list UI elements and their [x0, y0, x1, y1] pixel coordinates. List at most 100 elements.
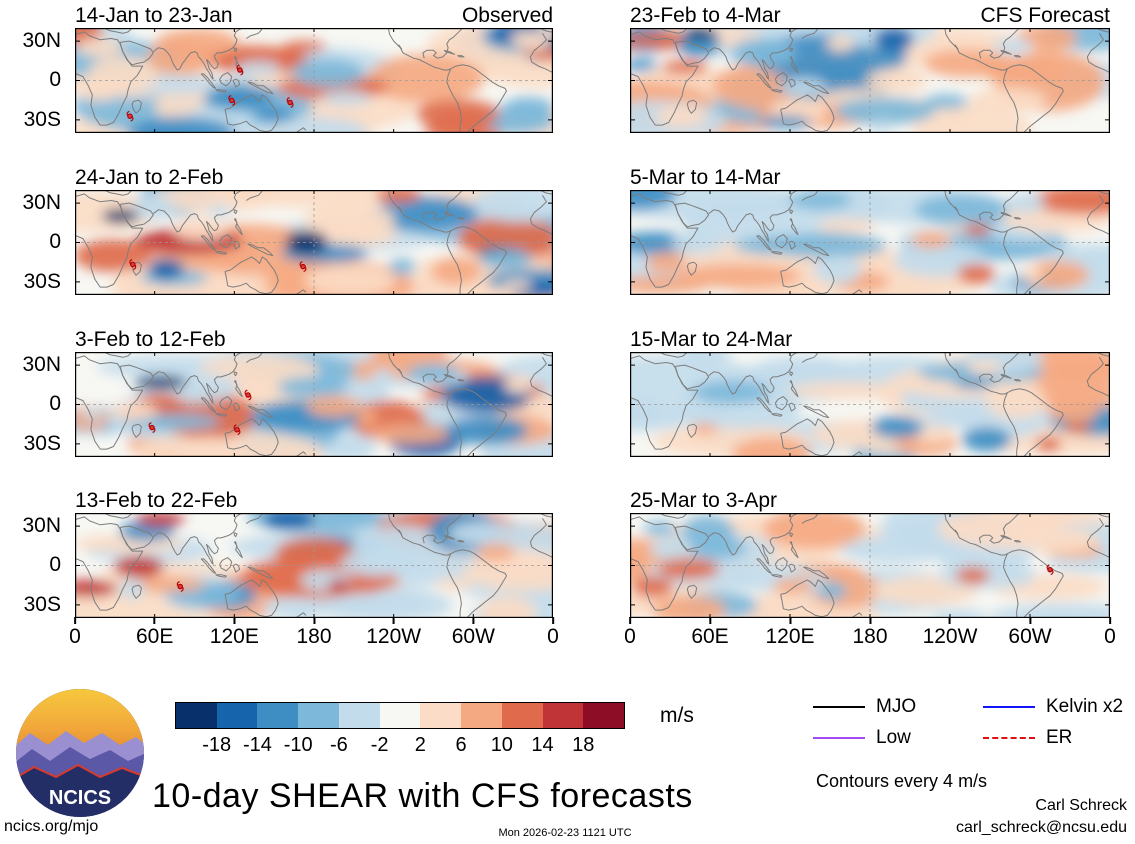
x-tick-label: 0 — [1104, 625, 1116, 648]
shear-map — [630, 352, 1110, 457]
tropical-cyclone-marker — [176, 581, 184, 592]
panel-observed-1: 14-Jan to 23-Jan Observed 30N 0 30S — [22, 3, 553, 133]
legend-item-mjo: MJO — [813, 696, 983, 718]
tropical-cyclone-marker — [1046, 564, 1054, 576]
legend-item-kelvin: Kelvin x2 — [983, 696, 1135, 718]
x-tick-label: 60E — [135, 625, 174, 648]
shear-map — [75, 28, 553, 133]
site-url: ncics.org/mjo — [4, 818, 99, 835]
colorbar-unit: m/s — [660, 704, 694, 727]
colorbar-segment — [257, 703, 299, 728]
y-axis-labels: 30N 0 30S — [11, 28, 69, 133]
x-tick-label: 120E — [765, 625, 815, 648]
panel-observed-2: 24-Jan to 2-Feb 30N 0 30S — [22, 165, 553, 295]
tropical-cyclone-marker — [236, 64, 244, 76]
x-tick-label: 180 — [296, 625, 332, 648]
x-tick-label: 120W — [366, 625, 422, 648]
x-tick-label: 180 — [852, 625, 888, 648]
colorbar-tick-label: -6 — [330, 734, 348, 756]
shear-map — [630, 513, 1110, 618]
colorbar-segment — [338, 703, 380, 728]
x-tick-label: 60W — [1008, 625, 1052, 648]
x-tick-label: 60E — [691, 625, 729, 648]
panel-forecast-4: 25-Mar to 3-Apr — [630, 488, 1110, 618]
shear-map — [75, 513, 553, 618]
credit-name: Carl Schreck — [1035, 797, 1127, 814]
tropical-cyclone-marker — [286, 97, 294, 108]
logo-text: NCICS — [49, 787, 111, 809]
credit-email: carl_schreck@ncsu.edu — [956, 819, 1127, 836]
legend-label: MJO — [876, 696, 917, 717]
colorbar-segment — [216, 703, 258, 728]
shear-map — [75, 352, 553, 457]
colorbar-segment — [542, 703, 584, 728]
low-line-sample — [813, 737, 865, 739]
colorbar-segment — [461, 703, 502, 728]
legend-label: ER — [1046, 727, 1073, 748]
y-tick-label: 0 — [49, 230, 61, 253]
colorbar-segment — [501, 703, 543, 728]
y-axis-labels: 30N 0 30S — [11, 513, 69, 618]
forecast-header: CFS Forecast — [980, 4, 1110, 27]
y-tick-label: 30S — [23, 270, 61, 293]
y-tick-label: 30S — [23, 108, 61, 131]
colorbar-tick-label: -18 — [202, 734, 232, 756]
shear-map — [75, 190, 553, 295]
y-axis-labels: 30N 0 30S — [11, 190, 69, 295]
panel-title: 13-Feb to 22-Feb — [75, 489, 238, 512]
shear-map — [630, 28, 1110, 133]
y-tick-label: 30S — [23, 432, 61, 455]
panel-title: 3-Feb to 12-Feb — [75, 328, 226, 351]
colorbar-tick-label: 2 — [414, 734, 426, 756]
x-tick-label: 60W — [451, 625, 495, 648]
x-tick-label: 0 — [547, 625, 559, 648]
tropical-cyclone-marker — [299, 261, 307, 272]
colorbar-tick-label: -14 — [243, 734, 272, 756]
mjo-line-sample — [813, 706, 865, 708]
y-tick-label: 0 — [49, 392, 61, 415]
y-tick-label: 30N — [22, 514, 61, 537]
tropical-cyclone-marker — [148, 422, 156, 433]
panel-forecast-2: 5-Mar to 14-Mar — [630, 165, 1110, 295]
colorbar-tick-label: 14 — [531, 734, 554, 756]
panel-observed-4: 13-Feb to 22-Feb 30N 0 30S — [22, 488, 553, 618]
ncics-logo: NCICS — [16, 689, 144, 817]
y-tick-label: 0 — [49, 553, 61, 576]
colorbar-segment — [420, 703, 462, 728]
colorbar-tick-label: -10 — [283, 734, 313, 756]
y-tick-label: 30N — [22, 29, 61, 52]
panel-title: 14-Jan to 23-Jan — [75, 4, 233, 27]
x-axis-observed: 0 60E 120E 180 120W 60W 0 — [69, 617, 559, 655]
x-tick-label: 0 — [69, 625, 81, 648]
tropical-cyclone-marker — [233, 424, 241, 436]
colorbar-tick-label: -2 — [370, 734, 389, 756]
legend: MJO Kelvin x2 Low ER — [813, 696, 1135, 749]
y-axis-labels: 30N 0 30S — [11, 352, 69, 457]
kelvin-line-sample — [983, 706, 1035, 708]
legend-label: Low — [876, 727, 911, 748]
panel-forecast-1: 23-Feb to 4-Mar CFS Forecast — [630, 3, 1110, 133]
observed-header: Observed — [461, 4, 553, 27]
colorbar-segment — [298, 703, 339, 728]
legend-item-low: Low — [813, 727, 983, 749]
y-tick-label: 30N — [22, 353, 61, 376]
er-line-sample — [983, 737, 1035, 739]
x-tick-label: 0 — [624, 625, 636, 648]
colorbar-tick-label: 6 — [455, 734, 467, 756]
colorbar-tick-label: 10 — [490, 734, 513, 756]
colorbar: -18 -14 -10 -6 -2 2 6 10 14 18 — [175, 702, 625, 756]
generation-timestamp: Mon 2026-02-23 1121 UTC — [498, 827, 632, 839]
contour-note: Contours every 4 m/s — [816, 771, 988, 791]
y-tick-label: 0 — [49, 68, 61, 91]
colorbar-segment — [583, 703, 625, 728]
legend-label: Kelvin x2 — [1046, 696, 1124, 717]
panel-title: 5-Mar to 14-Mar — [630, 166, 781, 189]
panel-title: 23-Feb to 4-Mar — [630, 4, 781, 27]
figure-title: 10-day SHEAR with CFS forecasts — [152, 777, 693, 815]
panel-observed-3: 3-Feb to 12-Feb 30N 0 30S — [22, 327, 553, 457]
tropical-cyclone-marker — [126, 110, 134, 122]
panel-title: 24-Jan to 2-Feb — [75, 166, 224, 189]
panel-title: 15-Mar to 24-Mar — [630, 328, 793, 351]
colorbar-tick-label: 18 — [572, 734, 595, 756]
